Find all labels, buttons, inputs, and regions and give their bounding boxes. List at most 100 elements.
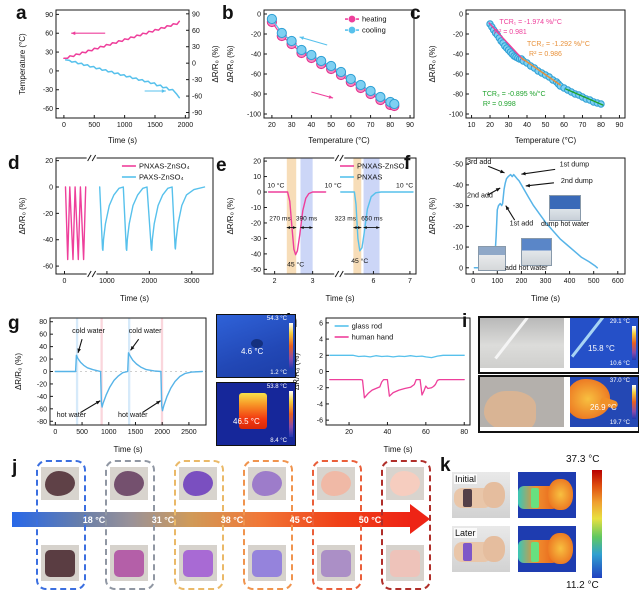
svg-text:-20: -20 bbox=[43, 211, 53, 218]
svg-text:10 °C: 10 °C bbox=[267, 181, 284, 189]
svg-text:-4: -4 bbox=[317, 401, 323, 408]
svg-text:80: 80 bbox=[460, 429, 468, 436]
svg-text:-40: -40 bbox=[37, 394, 47, 401]
photo-label-add-hot-water: add hot water bbox=[505, 265, 548, 272]
thermal-colorbar bbox=[632, 326, 636, 360]
svg-text:-60: -60 bbox=[43, 264, 53, 271]
svg-text:-60: -60 bbox=[251, 72, 261, 79]
temperature-label: 38 °C bbox=[220, 515, 244, 525]
svg-text:3000: 3000 bbox=[184, 278, 200, 285]
thermal-arm-later bbox=[518, 526, 576, 572]
thermal-colorbar bbox=[632, 385, 636, 419]
svg-text:-40: -40 bbox=[43, 237, 53, 244]
thermal-colorbar bbox=[289, 391, 293, 437]
thermal-scale-max: 53.8 °C bbox=[266, 384, 287, 390]
svg-text:1000: 1000 bbox=[99, 278, 115, 285]
svg-text:1500: 1500 bbox=[147, 122, 163, 129]
chart-g-cold-hot-water: 0 500 1000 1500 2000 2500 80 60 40 20 0 -20 -40 -60 -8… bbox=[12, 310, 212, 460]
svg-text:Time (s): Time (s) bbox=[113, 445, 142, 454]
fist bbox=[483, 536, 505, 562]
svg-text:-20: -20 bbox=[251, 220, 261, 227]
svg-text:Time (s): Time (s) bbox=[325, 294, 354, 303]
svg-text:0: 0 bbox=[192, 61, 196, 68]
svg-text:Temperature (°C): Temperature (°C) bbox=[515, 136, 577, 145]
panel-i-row-human-hand: 37.0 °C 26.9 °C 19.7 °C bbox=[478, 375, 639, 433]
fist-thermal bbox=[548, 479, 573, 510]
svg-text:2500: 2500 bbox=[181, 429, 197, 436]
svg-text:500: 500 bbox=[88, 122, 100, 129]
svg-text:6: 6 bbox=[319, 320, 323, 327]
thermal-scale-max: 29.1 °C bbox=[609, 319, 630, 325]
svg-text:1000: 1000 bbox=[117, 122, 133, 129]
svg-text:1000: 1000 bbox=[101, 429, 117, 436]
svg-text:1st add: 1st add bbox=[510, 218, 534, 227]
thermal-scale-min: 1.2 °C bbox=[270, 370, 287, 376]
svg-text:50: 50 bbox=[327, 122, 335, 129]
svg-text:2000: 2000 bbox=[154, 429, 170, 436]
colorbar-max-label: 37.3 °C bbox=[566, 454, 600, 465]
svg-text:323 ms: 323 ms bbox=[335, 216, 357, 223]
svg-text:30: 30 bbox=[288, 122, 296, 129]
svg-text:20: 20 bbox=[268, 122, 276, 129]
panel-i-row-glass-rod: 29.1 °C 15.8 °C 10.6 °C bbox=[478, 316, 639, 374]
svg-text:90: 90 bbox=[406, 122, 414, 129]
panel-j-colorimetric-series: 18 °C 31 °C 38 °C 45 °C 50 °C bbox=[8, 458, 436, 594]
svg-text:40: 40 bbox=[523, 122, 531, 129]
sample-box-2 bbox=[105, 460, 155, 590]
svg-text:200: 200 bbox=[516, 278, 528, 285]
chart-canvas-b: 20 30 40 50 60 70 80 90 0 -20 -40 -60 -80 -100 Tempera… bbox=[226, 9, 415, 145]
chart-e-response-time: 2 3 6 7 20 10 0 -10 -20 -30 -40 -50 Time (s) ΔR/R₀ (%… bbox=[224, 150, 424, 309]
svg-text:ΔR/R₀ (%): ΔR/R₀ (%) bbox=[428, 45, 437, 82]
svg-text:ΔR/R₀ (%): ΔR/R₀ (%) bbox=[14, 353, 23, 390]
film-sample bbox=[321, 549, 351, 577]
svg-text:Time (s): Time (s) bbox=[120, 294, 149, 303]
svg-text:TCR₁ = -1.974 %/°C: TCR₁ = -1.974 %/°C bbox=[499, 18, 562, 26]
svg-text:cold water: cold water bbox=[129, 326, 162, 335]
svg-text:0: 0 bbox=[471, 278, 475, 285]
svg-text:heating: heating bbox=[362, 15, 387, 24]
panel-label-g: g bbox=[8, 313, 20, 334]
sensor-band bbox=[463, 489, 472, 507]
svg-text:0: 0 bbox=[63, 278, 67, 285]
svg-text:Time (s): Time (s) bbox=[531, 294, 560, 303]
thermal-reading: 46.5 °C bbox=[233, 417, 260, 426]
chart-canvas-e: 2 3 6 7 20 10 0 -10 -20 -30 -40 -50 Time (s) ΔR/R₀ (%… bbox=[226, 154, 417, 303]
sensor-band-thermal bbox=[531, 542, 539, 562]
hand bbox=[484, 391, 536, 427]
panel-label-d: d bbox=[8, 153, 20, 174]
temperature-gradient-arrow bbox=[12, 512, 410, 527]
svg-text:-20: -20 bbox=[251, 32, 261, 39]
svg-text:TCR₃ = -0.895 %/°C: TCR₃ = -0.895 %/°C bbox=[483, 90, 546, 98]
photo-beaker-inset bbox=[478, 246, 506, 271]
hot-cup bbox=[239, 393, 267, 429]
sample-box-5 bbox=[312, 460, 362, 590]
sample-box-3 bbox=[174, 460, 224, 590]
svg-text:hot water: hot water bbox=[118, 410, 148, 419]
svg-text:60: 60 bbox=[192, 28, 200, 35]
svg-text:80: 80 bbox=[597, 122, 605, 129]
svg-text:cooling: cooling bbox=[362, 26, 386, 35]
film-sample bbox=[114, 549, 144, 577]
svg-text:2000: 2000 bbox=[142, 278, 158, 285]
svg-text:600: 600 bbox=[612, 278, 624, 285]
svg-text:-40: -40 bbox=[251, 251, 261, 258]
svg-text:Time (s): Time (s) bbox=[108, 136, 137, 145]
panel-label-k: k bbox=[440, 455, 451, 476]
svg-text:650 ms: 650 ms bbox=[361, 216, 383, 223]
powder-sample bbox=[252, 471, 282, 496]
thermal-image-hot-cup: 53.8 °C 46.5 °C 8.4 °C bbox=[216, 382, 296, 446]
svg-text:500: 500 bbox=[588, 278, 600, 285]
svg-text:-2: -2 bbox=[317, 385, 323, 392]
svg-text:500: 500 bbox=[76, 429, 88, 436]
film-sample bbox=[45, 549, 75, 577]
chart-canvas-a: 0 500 1000 1500 2000 90 60 30 0 -30 -60 90 60 30 0 -30 -… bbox=[18, 9, 220, 145]
sample-box-1 bbox=[36, 460, 86, 590]
svg-text:2nd add: 2nd add bbox=[467, 190, 493, 199]
svg-text:0: 0 bbox=[49, 68, 53, 75]
svg-text:-100: -100 bbox=[449, 112, 463, 119]
temperature-label: 31 °C bbox=[151, 515, 175, 525]
panel-label-i: i bbox=[462, 311, 468, 332]
svg-text:ΔR/R₀ (%): ΔR/R₀ (%) bbox=[226, 45, 235, 82]
